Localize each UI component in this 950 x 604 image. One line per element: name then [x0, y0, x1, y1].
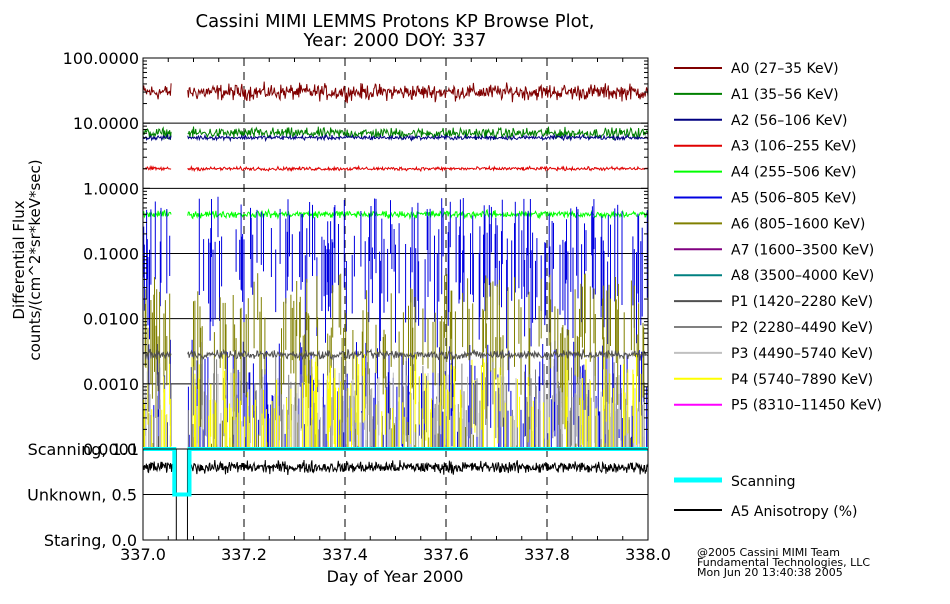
series-a1-line [187, 126, 648, 140]
legend-entry-label: A6 (805–1600 KeV) [731, 216, 865, 232]
y-axis-label: Differential Flux [10, 200, 28, 319]
series-a0-line [187, 81, 648, 104]
series-a3-line [143, 165, 172, 172]
x-axis-label: Day of Year 2000 [327, 567, 464, 586]
y-tick-label: 0.0100 [83, 310, 139, 329]
legend-entry-label: A5 (506–805 KeV) [731, 191, 856, 207]
y-tick-label: 1.0000 [83, 179, 139, 198]
y-tick-label: 0.0001 [83, 440, 139, 459]
series-a2-line [143, 133, 172, 142]
scan-y-tick-label: Unknown, 0.5 [27, 486, 137, 505]
x-tick-label: 337.2 [221, 545, 267, 564]
flux-series [143, 81, 648, 449]
series-anisotropy-line [190, 459, 648, 476]
credit-line-1: @2005 Cassini MIMI Team [697, 546, 840, 559]
legend-entry-label: A1 (35–56 KeV) [731, 87, 839, 103]
scan-y-tick-label: Staring, 0.0 [44, 531, 137, 550]
series-a0-line [143, 83, 172, 100]
y-tick-label: 100.0000 [63, 49, 139, 68]
legend-entry-label: A7 (1600–3500 KeV) [731, 242, 874, 258]
x-tick-label: 337.0 [120, 545, 166, 564]
y-tick-label: 0.0010 [83, 375, 139, 394]
y-tick-label: 0.1000 [83, 245, 139, 264]
legend: A0 (27–35 KeV) A1 (35–56 KeV) A2 (56–106 K… [674, 61, 882, 520]
legend-entry-label: A5 Anisotropy (%) [731, 504, 858, 520]
chart-title: Cassini MIMI LEMMS Protons KP Browse Plo… [196, 11, 595, 32]
x-tick-label: 337.4 [322, 545, 368, 564]
scan-frame [142, 448, 649, 541]
legend-entry-label: P3 (4490–5740 KeV) [731, 346, 873, 362]
legend-entry-label: A2 (56–106 KeV) [731, 113, 848, 129]
series-anisotropy-line [143, 461, 174, 474]
legend-entry-label: A8 (3500–4000 KeV) [731, 268, 874, 284]
y-tick-label: 10.0000 [73, 114, 139, 133]
credit-line-2: Fundamental Technologies, LLC [697, 556, 870, 569]
legend-entry-label: A0 (27–35 KeV) [731, 61, 839, 77]
y-axis-label-units: counts/(cm^2*sr*keV*sec) [26, 159, 44, 360]
x-tick-label: 338.0 [625, 545, 671, 564]
series-a2-line [187, 133, 648, 143]
x-tick-label: 337.8 [524, 545, 570, 564]
legend-entry-label: P5 (8310–11450 KeV) [731, 398, 882, 414]
credit-line-3: Mon Jun 20 13:40:38 2005 [697, 566, 843, 579]
legend-entry-label: Scanning [731, 474, 796, 490]
legend-entry-label: P2 (2280–4490 KeV) [731, 320, 873, 336]
series-p1-line [187, 348, 648, 362]
series-p1-line [143, 348, 172, 360]
series-a1-line [143, 126, 172, 140]
scan-y-tick-label: Scanning, 1.0 [28, 440, 137, 459]
series-a3-line [187, 164, 648, 173]
legend-entry-label: A3 (106–255 KeV) [731, 139, 856, 155]
x-tick-label: 337.6 [423, 545, 469, 564]
chart-subtitle: Year: 2000 DOY: 337 [303, 30, 487, 51]
legend-entry-label: P4 (5740–7890 KeV) [731, 372, 873, 388]
legend-entry-label: P1 (1420–2280 KeV) [731, 294, 873, 310]
legend-entry-label: A4 (255–506 KeV) [731, 165, 856, 181]
